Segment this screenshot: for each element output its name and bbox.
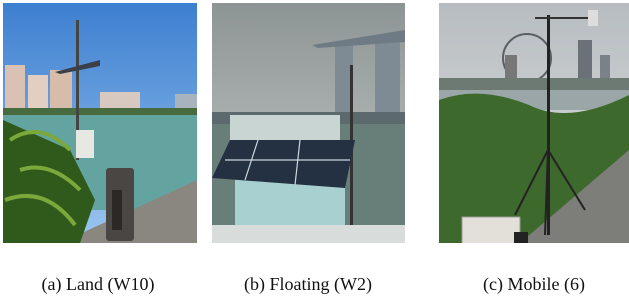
- caption: (c) Mobile (6): [483, 274, 585, 295]
- caption: (b) Floating (W2): [244, 274, 372, 295]
- figure: (a) Land (W10) (b) Floating (W2) (c) Mob…: [0, 0, 629, 304]
- caption: (a) Land (W10): [42, 274, 155, 295]
- photo-floating: [212, 3, 405, 245]
- photo-mobile: [439, 3, 629, 255]
- photo-land: [3, 3, 197, 243]
